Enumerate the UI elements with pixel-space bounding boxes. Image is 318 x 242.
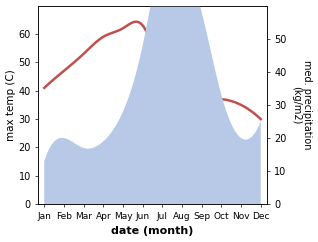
Y-axis label: med. precipitation
(kg/m2): med. precipitation (kg/m2) xyxy=(291,60,313,150)
X-axis label: date (month): date (month) xyxy=(111,227,194,236)
Y-axis label: max temp (C): max temp (C) xyxy=(5,69,16,141)
